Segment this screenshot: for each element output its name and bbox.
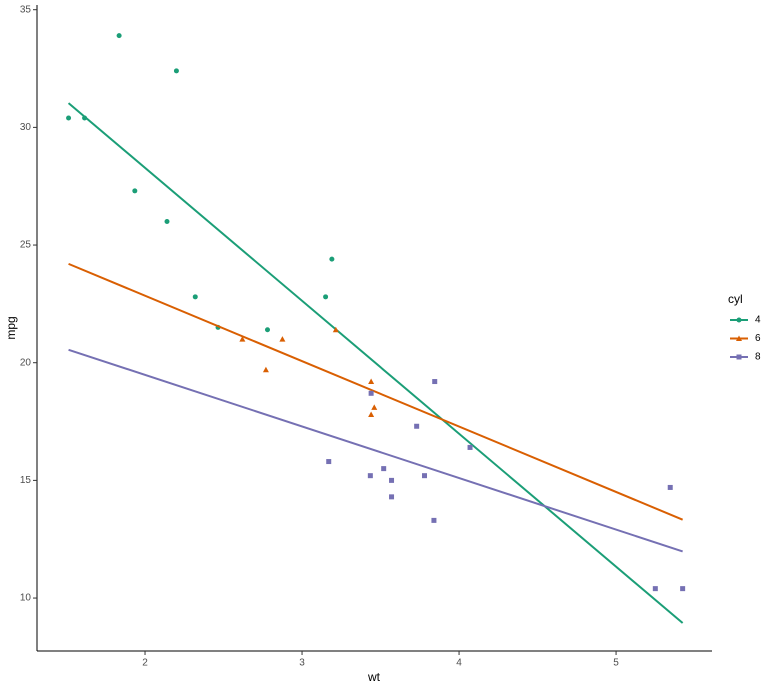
x-tick-label: 4	[456, 658, 462, 669]
point	[381, 466, 387, 472]
y-tick-label: 10	[20, 593, 32, 604]
point	[368, 411, 375, 417]
point	[173, 68, 179, 74]
point	[414, 423, 420, 429]
point	[329, 256, 335, 262]
legend-label: 6	[755, 333, 761, 344]
point	[371, 404, 378, 410]
y-tick-label: 20	[20, 357, 32, 368]
point	[667, 484, 673, 490]
legend-key-marker	[736, 317, 742, 323]
x-tick-label: 2	[142, 658, 148, 669]
point	[389, 494, 395, 500]
y-tick-label: 25	[20, 240, 32, 251]
point	[262, 366, 269, 373]
point	[279, 336, 286, 342]
point	[422, 473, 428, 479]
point	[367, 473, 373, 479]
y-tick-label: 15	[20, 475, 32, 486]
point	[332, 326, 339, 333]
legend-label: 8	[755, 352, 761, 363]
y-tick-label: 35	[20, 4, 32, 15]
point	[431, 517, 437, 523]
x-tick-label: 3	[299, 658, 305, 669]
point	[164, 219, 170, 225]
x-axis-title: wt	[367, 670, 381, 684]
y-tick-label: 30	[20, 122, 32, 133]
point	[326, 459, 332, 465]
point	[66, 115, 72, 121]
legend-key-marker	[736, 335, 742, 341]
point	[116, 33, 122, 39]
point	[467, 444, 473, 450]
point	[132, 188, 138, 194]
y-axis-title: mpg	[4, 316, 18, 339]
legend-label: 4	[755, 315, 761, 326]
point	[368, 390, 374, 396]
point	[239, 336, 246, 342]
legend-key-marker	[736, 354, 742, 360]
point	[368, 378, 375, 385]
fit-line	[67, 102, 684, 624]
point	[192, 294, 198, 300]
point	[82, 115, 88, 121]
fit-line	[68, 262, 684, 521]
point	[680, 586, 686, 592]
x-tick-label: 5	[613, 658, 619, 669]
point	[264, 327, 270, 333]
legend-title: cyl	[728, 292, 743, 306]
point	[652, 586, 658, 592]
point	[432, 379, 438, 385]
point	[389, 477, 395, 483]
fit-line	[68, 348, 683, 553]
point	[323, 294, 329, 300]
